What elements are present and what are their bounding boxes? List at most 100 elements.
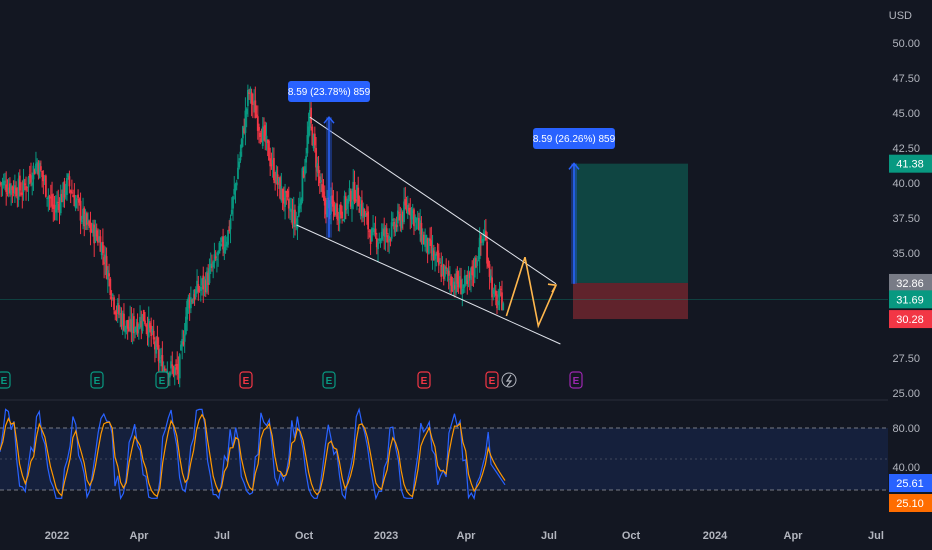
earnings-icon <box>90 371 104 389</box>
candle-body <box>292 209 295 228</box>
candle-body <box>69 190 72 193</box>
candle-body <box>80 220 83 222</box>
candle-body <box>183 334 186 342</box>
candle-body <box>446 269 449 271</box>
x-tick-label: Oct <box>295 530 314 542</box>
stoch-badge <box>889 494 932 512</box>
candle-body <box>304 166 306 175</box>
candle-body <box>125 320 128 328</box>
candle-body <box>255 114 258 117</box>
candle-body <box>22 179 25 192</box>
candle-body <box>145 324 148 328</box>
currency-label: USD <box>889 10 912 22</box>
earnings-event-2[interactable]: E <box>90 371 104 389</box>
candle-body <box>99 236 102 252</box>
candle-body <box>181 338 184 347</box>
candle-body <box>32 165 35 180</box>
earnings-event-6[interactable]: E <box>417 371 431 389</box>
candle-body <box>33 169 36 175</box>
y-tick-label: 25.00 <box>892 388 920 400</box>
candle-body <box>318 176 321 184</box>
candle-body <box>270 163 273 167</box>
earnings-event-3[interactable]: E <box>155 371 169 389</box>
earnings-label: E <box>1 376 8 387</box>
candle-body <box>502 303 505 311</box>
stoch-y-tick-label: 40.00 <box>892 462 920 474</box>
candle-body <box>25 186 27 191</box>
candle-body <box>322 191 325 198</box>
candle-body <box>120 313 123 327</box>
candle-body <box>472 271 475 276</box>
candle-body <box>240 139 243 149</box>
candle-body <box>7 187 10 194</box>
candle-body <box>150 325 153 337</box>
candle-body <box>72 195 75 197</box>
candle-body <box>337 216 340 221</box>
drawings[interactable]: 8.59 (23.78%) 859 8.59 (26.26%) 859 <box>288 81 616 345</box>
candle-body <box>264 125 267 142</box>
candle-body <box>405 205 408 211</box>
candle-body <box>320 180 322 183</box>
candle-body <box>282 197 285 204</box>
candle-body <box>390 222 393 239</box>
candle-body <box>58 203 61 211</box>
earnings-event-1[interactable]: E <box>0 371 11 389</box>
candle-body <box>372 227 374 230</box>
y-tick-label: 47.50 <box>892 73 920 85</box>
candle-body <box>168 372 171 378</box>
candle-body <box>144 320 146 325</box>
x-tick-label: 2023 <box>374 530 398 542</box>
candle-body <box>274 179 277 183</box>
candle-body <box>253 100 255 102</box>
candle-body <box>90 229 93 232</box>
candle-body <box>420 222 423 243</box>
wedge-lower-trendline <box>296 224 561 345</box>
earnings-event-7[interactable]: E <box>485 371 499 389</box>
candle-body <box>186 300 189 320</box>
candle-body <box>461 288 464 294</box>
earnings-event-5[interactable]: E <box>322 371 336 389</box>
candle-body <box>457 281 460 288</box>
candle-body <box>349 190 352 207</box>
long-position-tool[interactable] <box>0 163 888 320</box>
candle-body <box>491 277 493 298</box>
earnings-event-8[interactable]: E <box>569 371 583 389</box>
candle-body <box>295 224 298 227</box>
candle-body <box>163 368 166 370</box>
candle-body <box>276 174 279 185</box>
candle-body <box>483 231 486 235</box>
candle-body <box>88 220 91 226</box>
candle-body <box>75 198 78 200</box>
candle-body <box>467 276 470 281</box>
candle-body <box>114 311 117 315</box>
stoch-badge-label: 25.61 <box>896 478 924 490</box>
candle-body <box>83 208 86 227</box>
stoch-badge-label: 25.10 <box>896 498 924 510</box>
candle-body <box>369 235 372 245</box>
x-tick-label: Oct <box>622 530 641 542</box>
candle-body <box>487 259 490 267</box>
candle-body <box>338 208 341 224</box>
candle-body <box>395 224 398 228</box>
candle-body <box>414 216 417 223</box>
candle-body <box>77 194 79 198</box>
candle-body <box>194 289 197 298</box>
candle-body <box>313 133 316 146</box>
candle-body <box>198 288 201 291</box>
earnings-label: E <box>489 376 496 387</box>
candle-body <box>115 311 118 315</box>
candle-body <box>437 252 440 266</box>
candle-body <box>331 195 334 204</box>
candle-body <box>432 250 435 260</box>
x-tick-label: Apr <box>457 530 477 542</box>
candle-body <box>37 163 40 176</box>
candle-body <box>413 209 415 227</box>
earnings-label: E <box>94 376 101 387</box>
candle-body <box>418 218 420 231</box>
candle-body <box>323 196 326 206</box>
earnings-icon <box>239 371 253 389</box>
earnings-event-4[interactable]: E <box>239 371 253 389</box>
candle-body <box>445 267 448 269</box>
